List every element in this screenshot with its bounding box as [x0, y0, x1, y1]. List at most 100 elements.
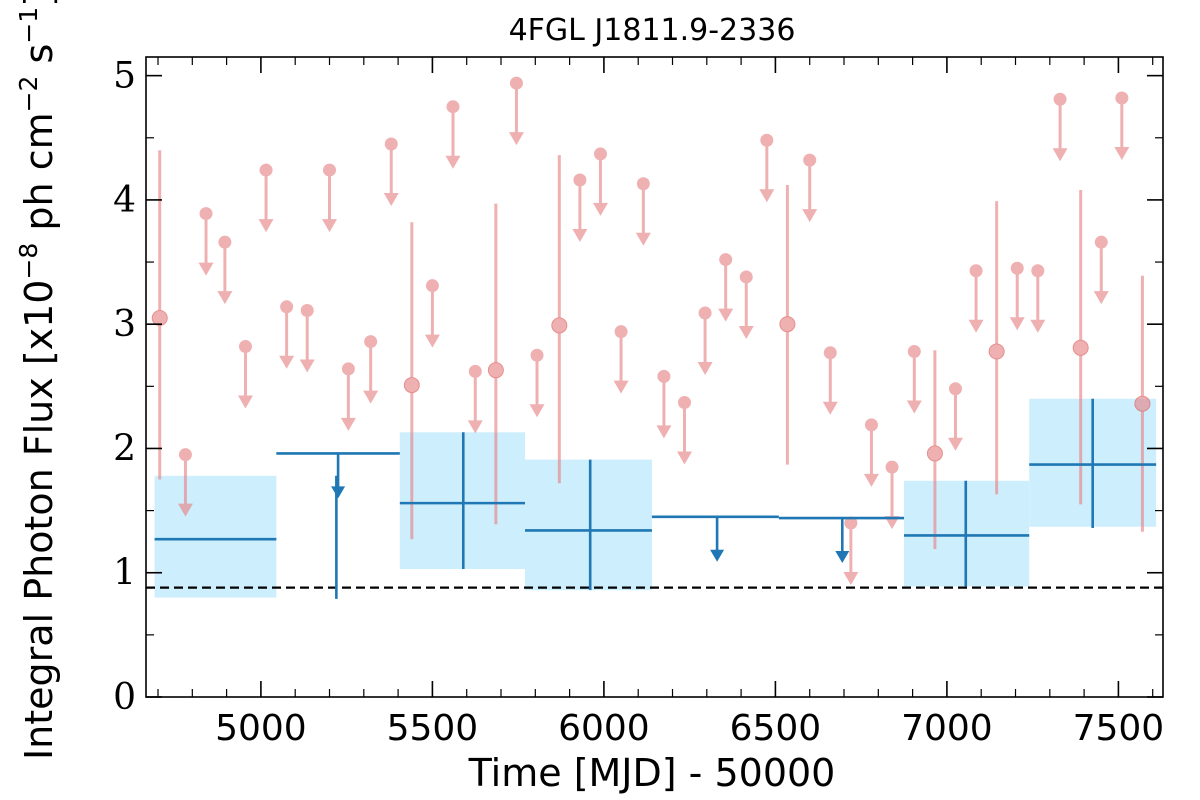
- fine-upper-limit-arrow-head: [383, 192, 399, 206]
- x-axis-label: Time [MJD] - 50000: [468, 751, 836, 795]
- fine-upper-limit: [1093, 235, 1109, 305]
- fine-upper-limit: [340, 362, 356, 431]
- fine-detection-point: [551, 317, 568, 334]
- fine-upper-limit-arrow-head: [279, 355, 295, 369]
- fine-upper-limit-arrow-head: [572, 229, 588, 243]
- fine-upper-limit-arrow-head: [322, 219, 338, 233]
- coarse-upper-limit: [651, 515, 779, 562]
- coarse-detection: [904, 480, 1030, 587]
- fine-upper-limit: [738, 270, 754, 339]
- x-tick-label: 6500: [730, 708, 822, 749]
- fine-upper-limit: [906, 345, 922, 414]
- fine-upper-limit-arrow-head: [445, 155, 461, 169]
- fine-upper-limit: [802, 153, 818, 223]
- y-axis-label-part: Integral Photon Flux [x10: [17, 280, 61, 761]
- plot-frame: [145, 56, 1164, 698]
- fine-upper-limit: [572, 173, 588, 243]
- fine-upper-limit: [237, 340, 253, 409]
- y-axis-label-part: s: [17, 44, 61, 76]
- fine-upper-limit-arrow-head: [1114, 147, 1130, 161]
- fine-upper-limit-arrow-head: [299, 359, 315, 373]
- coarse-bands: [154, 398, 1157, 598]
- x-tick-label: 6000: [558, 708, 650, 749]
- fine-upper-limit: [947, 382, 963, 451]
- coarse-detection: [1029, 398, 1157, 528]
- fine-upper-limit-arrow-head: [1030, 319, 1046, 333]
- fine-upper-limit: [843, 516, 859, 586]
- y-axis-label-exponent: −1: [14, 7, 43, 44]
- fine-upper-limit-arrow-head: [258, 219, 274, 233]
- fine-upper-limit-arrow-head: [177, 503, 193, 517]
- coarse-upper-limit: [276, 452, 400, 499]
- x-tick-label: 7000: [901, 708, 993, 749]
- x-tick-label: 5500: [387, 708, 479, 749]
- fine-upper-limit: [863, 418, 879, 487]
- fine-detection: [151, 150, 168, 480]
- coarse-upper-limit-arrow-head: [331, 486, 346, 499]
- y-tick-label: 2: [113, 428, 136, 469]
- y-axis-label-exponent: −8: [14, 243, 43, 280]
- fine-upper-limit-arrow-head: [237, 395, 253, 409]
- fine-upper-limit-arrow-head: [529, 404, 545, 418]
- fine-upper-limit-arrow-head: [592, 202, 608, 216]
- coarse-series: [154, 398, 1157, 599]
- fine-upper-limit: [677, 395, 693, 465]
- fine-detection-point: [988, 343, 1005, 360]
- fine-upper-limit-arrow-head: [822, 401, 838, 415]
- y-tick-label: 3: [113, 304, 136, 345]
- axis-tick-labels: 5000 5500 6000 6500 7000 7500 0 1 2 3 4 5: [113, 56, 1164, 749]
- y-axis-label-exponent: −2: [14, 76, 43, 113]
- y-tick-label: 4: [113, 180, 136, 221]
- fine-detection-point: [779, 316, 796, 333]
- fine-detection: [551, 155, 568, 484]
- y-axis-label: Integral Photon Flux [x10−8 ph cm−2 s−1]: [14, 0, 61, 760]
- fine-upper-limit: [697, 306, 713, 375]
- fine-upper-limit: [217, 235, 233, 305]
- fine-upper-limit-arrow-head: [635, 232, 651, 246]
- y-axis-label-part: ]: [17, 0, 61, 7]
- fine-upper-limit-arrow-head: [802, 209, 818, 223]
- fine-upper-limit: [177, 448, 193, 517]
- fine-detection: [926, 350, 943, 550]
- fine-upper-limit: [1052, 92, 1068, 162]
- x-tick-label: 5000: [215, 708, 307, 749]
- fine-upper-limit-arrow-head: [906, 400, 922, 414]
- fine-upper-limit: [198, 207, 214, 276]
- fine-upper-limit-arrow-head: [340, 417, 356, 431]
- fine-detection-point: [1134, 395, 1151, 412]
- coarse-error-band: [154, 475, 277, 598]
- fine-upper-limit-arrow-head: [968, 319, 984, 333]
- fine-detection-point: [926, 445, 943, 462]
- fine-detection-point: [151, 309, 168, 326]
- fine-upper-limit-arrow-head: [738, 325, 754, 339]
- fine-upper-limit-arrow-head: [677, 451, 693, 465]
- fine-upper-limit-arrow-head: [863, 473, 879, 487]
- fine-upper-limit-arrow-head: [1009, 317, 1025, 331]
- fine-detection: [403, 222, 420, 540]
- fine-upper-limit-arrow-head: [217, 291, 233, 305]
- coarse-detection: [154, 475, 338, 599]
- fine-upper-limit: [508, 76, 524, 146]
- fine-upper-limit-arrow-head: [613, 380, 629, 394]
- fine-upper-limit-arrow-head: [424, 334, 440, 348]
- x-tick-label: 7500: [1073, 708, 1165, 749]
- coarse-error-band: [525, 459, 652, 591]
- fine-upper-limit-arrow-head: [697, 362, 713, 375]
- fine-upper-limit-arrow-head: [843, 572, 859, 586]
- y-tick-label: 5: [113, 56, 136, 97]
- fine-upper-limit: [258, 163, 274, 233]
- fine-upper-limit: [1114, 91, 1130, 161]
- fine-upper-limit: [759, 133, 775, 203]
- fine-upper-limit: [529, 348, 545, 418]
- fine-detection: [988, 201, 1005, 495]
- fine-upper-limit: [279, 300, 295, 369]
- y-tick-label: 1: [113, 553, 136, 594]
- coarse-upper-limit-arrow-head: [710, 549, 725, 562]
- y-tick-label: 0: [113, 677, 136, 718]
- fine-upper-limit-arrow-head: [363, 390, 379, 404]
- fine-upper-limit-arrow-head: [656, 425, 672, 439]
- coarse-detection: [525, 459, 652, 591]
- fine-upper-limit: [1030, 264, 1046, 333]
- fine-upper-limit: [467, 364, 483, 434]
